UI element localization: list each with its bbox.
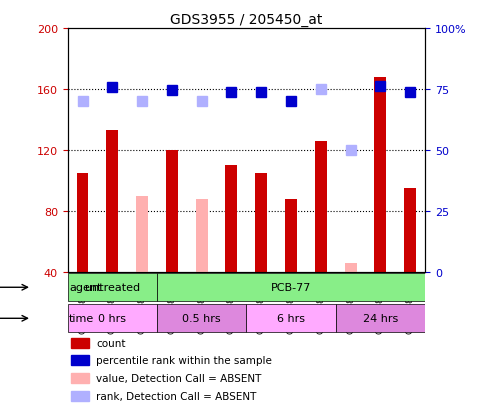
- Text: count: count: [96, 338, 126, 348]
- FancyBboxPatch shape: [157, 274, 425, 301]
- Bar: [285, 199, 297, 272]
- Bar: [106, 131, 118, 272]
- Bar: [404, 188, 416, 272]
- Bar: [196, 199, 208, 272]
- FancyBboxPatch shape: [68, 274, 157, 301]
- Text: percentile rank within the sample: percentile rank within the sample: [96, 356, 272, 366]
- Bar: [68, 272, 425, 413]
- FancyBboxPatch shape: [336, 305, 425, 332]
- Bar: [71, 391, 89, 401]
- Bar: [374, 78, 386, 272]
- Bar: [315, 141, 327, 272]
- Bar: [166, 150, 178, 272]
- Text: 6 hrs: 6 hrs: [277, 313, 305, 323]
- Text: untreated: untreated: [85, 282, 140, 292]
- Text: 24 hrs: 24 hrs: [363, 313, 398, 323]
- Text: value, Detection Call = ABSENT: value, Detection Call = ABSENT: [96, 373, 262, 383]
- FancyBboxPatch shape: [246, 305, 336, 332]
- Text: 0 hrs: 0 hrs: [99, 313, 126, 323]
- Bar: [136, 196, 148, 272]
- Text: PCB-77: PCB-77: [271, 282, 311, 292]
- Text: rank, Detection Call = ABSENT: rank, Detection Call = ABSENT: [96, 391, 256, 401]
- FancyBboxPatch shape: [157, 305, 246, 332]
- Bar: [345, 263, 356, 272]
- Bar: [71, 338, 89, 348]
- Bar: [76, 173, 88, 272]
- Bar: [71, 373, 89, 383]
- Title: GDS3955 / 205450_at: GDS3955 / 205450_at: [170, 12, 323, 26]
- Text: agent: agent: [69, 282, 101, 292]
- Bar: [71, 356, 89, 366]
- Bar: [226, 166, 238, 272]
- Text: time: time: [69, 313, 94, 323]
- Bar: [255, 173, 267, 272]
- FancyBboxPatch shape: [68, 305, 157, 332]
- Text: 0.5 hrs: 0.5 hrs: [183, 313, 221, 323]
